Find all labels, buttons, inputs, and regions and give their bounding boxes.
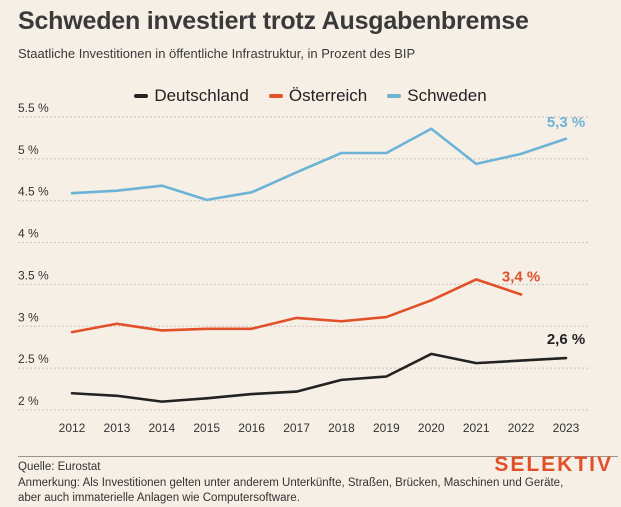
chart-title: Schweden investiert trotz Ausgabenbremse [18,7,529,35]
x-tick-label: 2020 [418,421,445,435]
legend-label-deutschland: Deutschland [154,86,249,105]
legend-swatch-oesterreich [268,94,283,98]
legend: Deutschland Österreich Schweden [0,86,621,106]
y-tick-label: 4 % [18,227,39,241]
end-label-schweden: 5,3 % [547,114,585,131]
x-tick-label: 2014 [148,421,175,435]
legend-item-deutschland: Deutschland [134,86,249,106]
end-label-oesterreich: 3,4 % [502,268,540,285]
x-tick-label: 2013 [104,421,131,435]
y-tick-label: 5.5 % [18,101,49,115]
y-tick-label: 2.5 % [18,352,49,366]
x-tick-label: 2018 [328,421,355,435]
y-tick-label: 3 % [18,310,39,324]
brand-logo: SELEKTIV [494,453,613,476]
legend-label-oesterreich: Österreich [288,86,368,105]
y-axis: 2 % 2.5 % 3 % 3.5 % 4 % 4.5 % 5 % 5.5 % [18,101,49,408]
legend-label-schweden: Schweden [407,86,487,105]
x-tick-label: 2019 [373,421,400,435]
grid-layer [18,116,590,411]
y-tick-label: 5 % [18,143,39,157]
series-line-deutschland [70,352,568,403]
x-tick-label: 2012 [59,421,86,435]
x-tick-label: 2015 [193,421,220,435]
y-tick-label: 3.5 % [18,268,49,282]
x-axis: 2012 2013 2014 2015 2016 2017 2018 2019 2020 2021… [59,421,580,435]
x-tick-label: 2021 [463,421,490,435]
end-label-deutschland: 2,6 % [547,331,585,348]
x-tick-label: 2022 [508,421,535,435]
y-tick-label: 2 % [18,394,39,408]
legend-swatch-deutschland [134,94,149,98]
end-labels: 2,6 % 3,4 % 5,3 % [502,114,585,348]
legend-item-schweden: Schweden [387,86,487,106]
y-tick-label: 4.5 % [18,185,49,199]
source-text: Quelle: Eurostat [18,461,101,473]
line-chart: 2 %2.5 %3 %3.5 %4 %4.5 %5 %5.5 % 2012 201… [18,101,590,435]
note-text: Anmerkung: Als Investitionen gelten unte… [18,477,564,504]
series-layer [70,127,568,403]
series-line-oesterreich [70,278,523,334]
series-line-schweden [70,127,568,202]
x-tick-label: 2017 [283,421,310,435]
legend-item-oesterreich: Österreich [268,86,368,106]
footer-divider [18,456,618,457]
x-tick-label: 2016 [238,421,265,435]
chart-subtitle: Staatliche Investitionen in öffentliche … [18,46,416,61]
x-tick-label: 2023 [553,421,580,435]
legend-swatch-schweden [387,94,402,98]
